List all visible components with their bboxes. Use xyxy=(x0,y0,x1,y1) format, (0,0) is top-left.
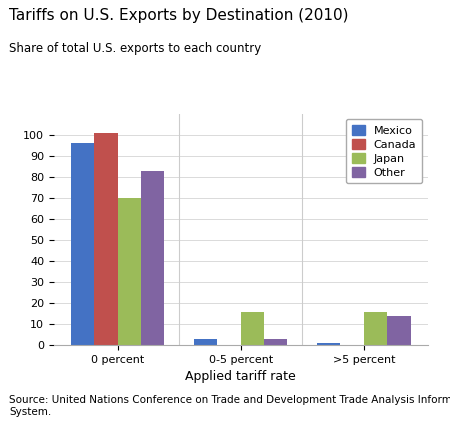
Bar xyxy=(141,171,165,345)
Bar xyxy=(71,143,94,345)
Bar xyxy=(317,343,340,345)
Bar xyxy=(264,339,288,345)
Text: Tariffs on U.S. Exports by Destination (2010): Tariffs on U.S. Exports by Destination (… xyxy=(9,8,348,24)
Bar xyxy=(118,198,141,345)
Bar xyxy=(194,339,217,345)
Bar xyxy=(241,312,264,345)
Legend: Mexico, Canada, Japan, Other: Mexico, Canada, Japan, Other xyxy=(346,119,422,184)
Bar xyxy=(94,133,118,345)
Text: Source: United Nations Conference on Trade and Development Trade Analysis Inform: Source: United Nations Conference on Tra… xyxy=(9,395,450,417)
Bar xyxy=(387,316,410,345)
X-axis label: Applied tariff rate: Applied tariff rate xyxy=(185,370,296,384)
Bar xyxy=(364,312,387,345)
Text: Share of total U.S. exports to each country: Share of total U.S. exports to each coun… xyxy=(9,42,261,55)
